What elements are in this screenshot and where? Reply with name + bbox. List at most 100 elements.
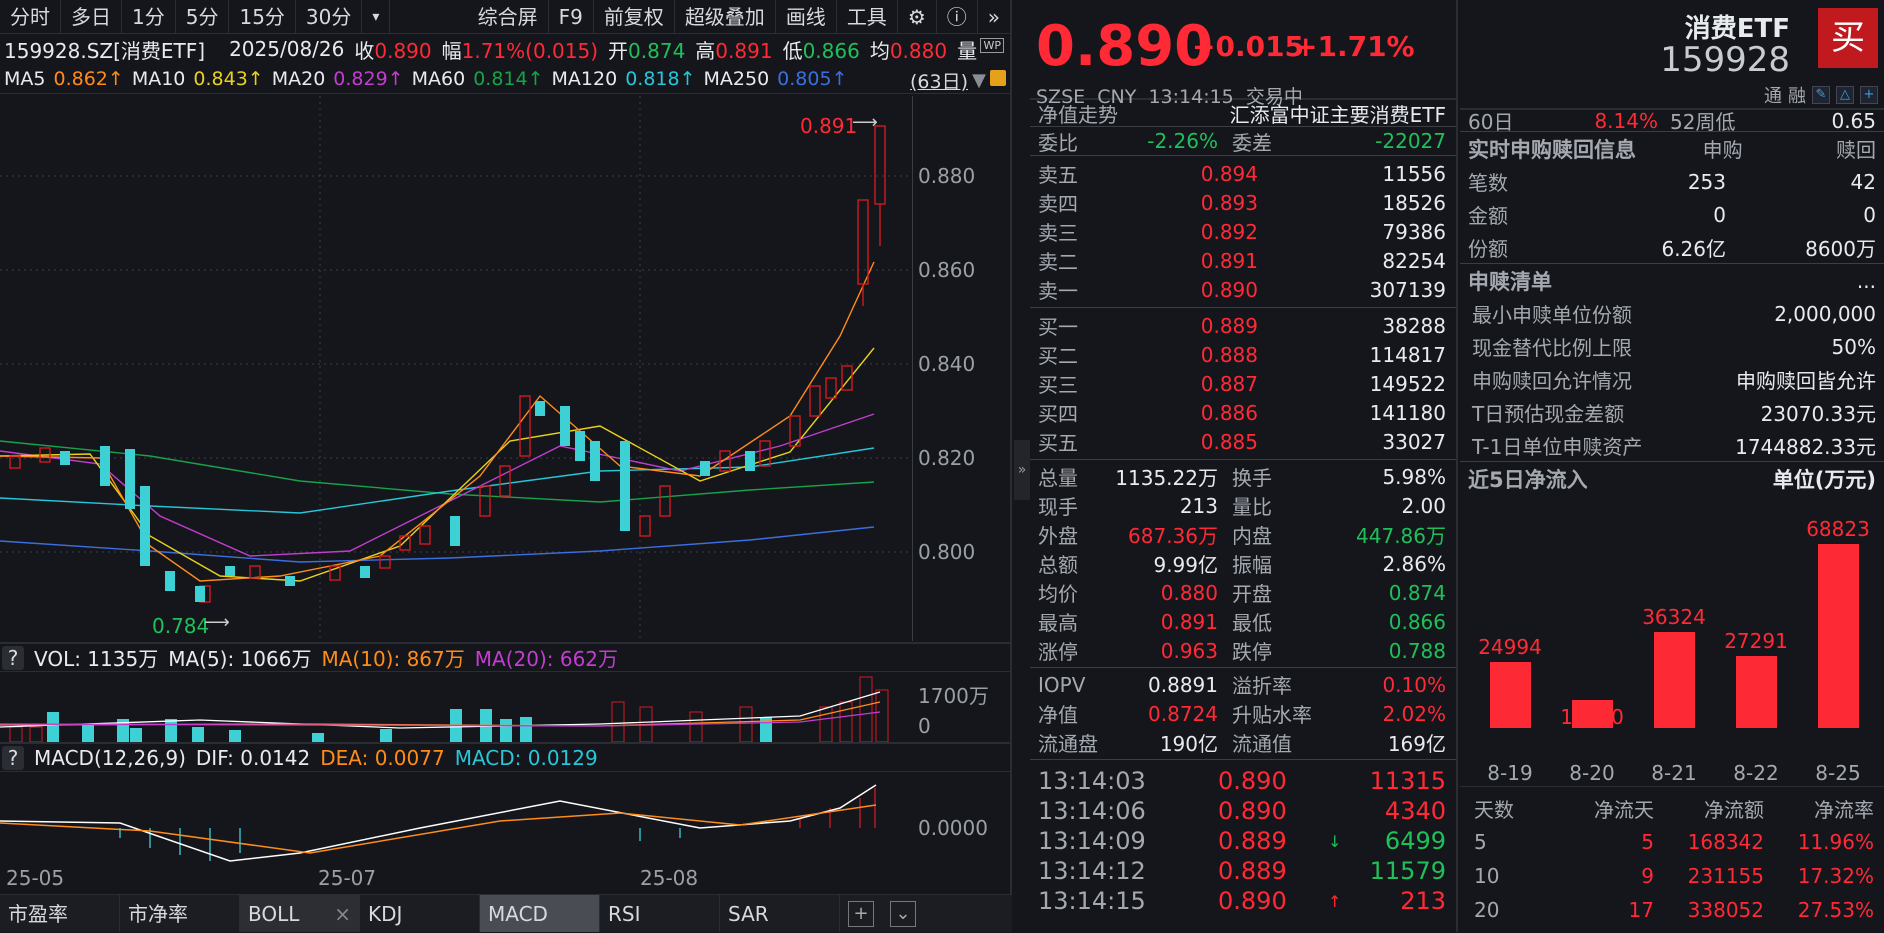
period-30min[interactable]: 30分 (296, 0, 363, 34)
pencil-icon[interactable]: ✎ (1812, 86, 1830, 104)
row-label: 份额 (1468, 236, 1508, 261)
bid-row[interactable]: 买一 0.889 38288 (1030, 311, 1456, 340)
ask-row[interactable]: 卖二 0.891 82254 (1030, 246, 1456, 275)
plus-icon[interactable]: + (1860, 86, 1878, 104)
stat-value: 0.963 (1160, 638, 1218, 663)
plus-icon[interactable]: + (848, 901, 874, 927)
period-5min[interactable]: 5分 (176, 0, 230, 34)
etf-stat-row: 净值 0.8724 升贴水率 2.02% (1030, 699, 1456, 728)
bid-row[interactable]: 买四 0.886 141180 (1030, 398, 1456, 427)
macd-value: MACD: 0.0129 (454, 745, 598, 770)
bar (1736, 656, 1777, 728)
ma120-label: MA120 (551, 67, 618, 90)
tick-row: 13:14:03 0.890 11315 (1030, 766, 1456, 796)
overlay-button[interactable]: 超级叠加 (675, 0, 776, 34)
more-button[interactable]: ... (1856, 268, 1876, 293)
f9-button[interactable]: F9 (549, 0, 594, 34)
tab-pe[interactable]: 市盈率 (0, 895, 120, 932)
redeem-value: 0 (1863, 202, 1876, 227)
order-book-panel: 0.890 +0.015 +1.71% SZSE CNY 13:14:15 交易… (1030, 0, 1458, 932)
range-selector[interactable]: (63日) (909, 71, 968, 93)
tag-tong: 通 (1764, 86, 1782, 107)
macd-help-button[interactable]: ? (2, 745, 24, 770)
bid-row[interactable]: 买三 0.887 149522 (1030, 369, 1456, 398)
tick-time: 13:14:06 (1038, 797, 1146, 825)
stat-row: 涨停 0.963 跌停 0.788 (1030, 636, 1456, 665)
period-1min[interactable]: 1分 (122, 0, 176, 34)
lock-icon[interactable] (990, 70, 1006, 86)
last-price: 0.890 (1036, 14, 1214, 79)
open-label: 开 (608, 38, 629, 63)
forward-adjust-button[interactable]: 前复权 (594, 0, 675, 34)
close-label: 收 (354, 38, 375, 63)
buy-button[interactable]: 买 (1818, 8, 1878, 68)
price-change-pct: +1.71% (1294, 30, 1415, 63)
tab-rsi[interactable]: RSI (600, 895, 720, 932)
arrow-down-icon: ↓ (1328, 831, 1342, 851)
ask-price: 0.890 (1200, 277, 1258, 302)
ask-row[interactable]: 卖五 0.894 11556 (1030, 159, 1456, 188)
collapse-panel-button[interactable]: » (1014, 440, 1030, 500)
x-axis: 25-05 25-07 25-08 (0, 862, 1012, 892)
tick-price: 0.890 (1218, 797, 1287, 825)
exchange-status: SZSE CNY 13:14:15 交易中 (1036, 82, 1303, 109)
tick-list[interactable]: 13:14:03 0.890 11315 13:14:06 0.890 4340 13:… (1030, 760, 1456, 916)
help-icon[interactable]: ⓘ (937, 0, 978, 34)
section-title: 近5日净流入 (1468, 467, 1588, 492)
ask-label: 卖三 (1038, 221, 1078, 245)
tick-price: 0.890 (1218, 767, 1287, 795)
stat-row: 总量 1135.22万 换手 5.98% (1030, 462, 1456, 491)
net-inflow-chart: 24994 8-19 10910 8-20 36324 8-21 27291 8… (1460, 495, 1884, 787)
draw-line-button[interactable]: 画线 (776, 0, 837, 34)
tab-kdj[interactable]: KDJ (360, 895, 480, 932)
list-header: 申赎清单 ... (1460, 264, 1884, 297)
ask-row[interactable]: 卖一 0.890 307139 (1030, 275, 1456, 304)
chevron-down-icon[interactable]: ⌄ (890, 901, 916, 927)
wp-icon[interactable]: WP (980, 38, 1004, 53)
bar-label: 8-22 (1733, 761, 1779, 785)
composite-screen-button[interactable]: 综合屏 (468, 0, 549, 34)
period-15min[interactable]: 15分 (229, 0, 296, 34)
row-label: 笔数 (1468, 171, 1508, 195)
stat-value: 2.02% (1382, 701, 1446, 726)
bell-icon[interactable]: △ (1836, 86, 1854, 104)
triangle-down-icon[interactable]: ▼ (972, 70, 986, 91)
tab-macd[interactable]: MACD (480, 895, 600, 932)
row-label: T日预估现金差额 (1472, 402, 1625, 426)
ask-price: 0.892 (1200, 219, 1258, 244)
candlestick-chart[interactable] (0, 96, 1012, 641)
quote-header: 0.890 +0.015 +1.71% SZSE CNY 13:14:15 交易… (1030, 0, 1456, 108)
tick-time: 13:14:15 (1038, 887, 1146, 915)
macd-chart[interactable] (0, 773, 1012, 873)
ask-label: 卖五 (1038, 163, 1078, 187)
double-chevron-right-icon[interactable]: » (987, 4, 1000, 29)
tab-sar[interactable]: SAR (720, 895, 840, 932)
period-multiday[interactable]: 多日 (61, 0, 122, 34)
gear-icon[interactable]: ⚙ (898, 0, 937, 34)
bid-label: 买二 (1038, 344, 1078, 368)
stat-label: 52周低 (1670, 110, 1736, 132)
stat-label: 跌停 (1232, 640, 1272, 664)
close-icon[interactable]: × (334, 902, 351, 926)
period-more-icon[interactable]: ▾ (362, 0, 391, 34)
tick-price: 0.890 (1218, 887, 1287, 915)
y-tick: 0.820 (918, 446, 976, 470)
nav-trend-row[interactable]: 净值走势 汇添富中证主要消费ETF (1030, 98, 1456, 127)
bid-row[interactable]: 买二 0.888 114817 (1030, 340, 1456, 369)
volume-help-button[interactable]: ? (2, 645, 24, 670)
range-value: 1.71%(0.015) (461, 38, 599, 63)
period-intraday[interactable]: 分时 (0, 0, 61, 34)
ma20-value: 0.829↑ (333, 67, 404, 90)
stat-value: 190亿 (1159, 732, 1218, 756)
ask-row[interactable]: 卖四 0.893 18526 (1030, 188, 1456, 217)
currency: CNY (1097, 86, 1137, 108)
volume-chart[interactable] (0, 672, 1012, 742)
tab-boll[interactable]: BOLL × (240, 895, 360, 932)
tools-button[interactable]: 工具 (837, 0, 898, 34)
bar-value: 24994 (1478, 635, 1542, 659)
ask-row[interactable]: 卖三 0.892 79386 (1030, 217, 1456, 246)
tab-pb[interactable]: 市净率 (120, 895, 240, 932)
bid-row[interactable]: 买五 0.885 33027 (1030, 427, 1456, 456)
stat-label: 外盘 (1038, 524, 1078, 548)
ask-price: 0.893 (1200, 190, 1258, 215)
